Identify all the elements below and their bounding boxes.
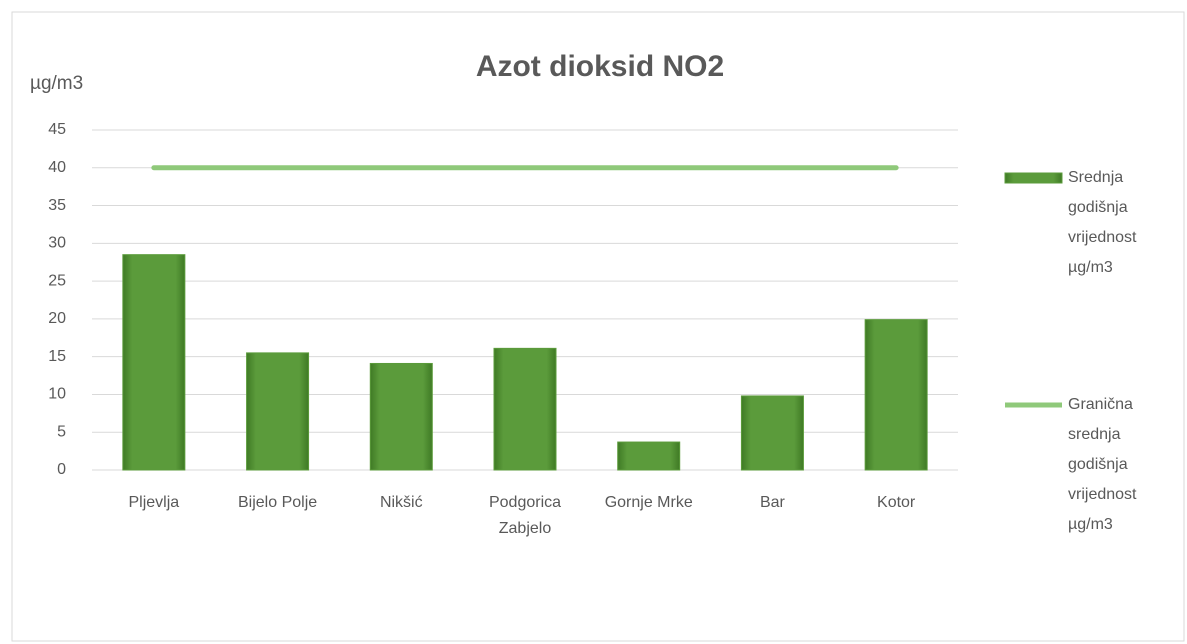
y-tick-label: 20	[48, 310, 66, 327]
y-tick-label: 35	[48, 197, 66, 214]
bar	[122, 254, 186, 471]
x-tick-label: Podgorica Zabjelo	[488, 494, 562, 537]
legend-label: Srednja godišnja vrijednost µg/m3	[1068, 169, 1137, 276]
y-tick-label: 0	[57, 461, 66, 478]
bar	[369, 362, 433, 471]
y-tick-label: 30	[48, 235, 66, 252]
x-tick-label: Bijelo Polje	[237, 494, 318, 511]
x-tick-label: Bar	[759, 494, 785, 511]
y-tick-label: 5	[57, 423, 66, 440]
bar	[493, 347, 557, 471]
y-tick-label: 25	[48, 272, 66, 289]
bar	[246, 352, 310, 471]
y-tick-label: 40	[48, 159, 66, 176]
chart-title: Azot dioksid NO2	[476, 50, 724, 83]
y-axis-label: µg/m3	[30, 73, 83, 94]
y-tick-label: 15	[48, 348, 66, 365]
chart-border	[11, 11, 1185, 642]
x-tick-label: Nikšić	[379, 494, 423, 511]
x-tick-label: Kotor	[877, 494, 916, 511]
bar	[864, 319, 928, 471]
bar	[740, 395, 804, 471]
y-tick-label: 45	[48, 121, 66, 138]
x-tick-label: Pljevlja	[128, 494, 180, 511]
bar	[617, 441, 681, 471]
x-tick-label: Gornje Mrke	[604, 494, 693, 511]
y-tick-label: 10	[48, 386, 66, 403]
legend-swatch	[1004, 172, 1063, 184]
legend-label: Granična srednja godišnja vrijednost µg/…	[1068, 396, 1137, 533]
